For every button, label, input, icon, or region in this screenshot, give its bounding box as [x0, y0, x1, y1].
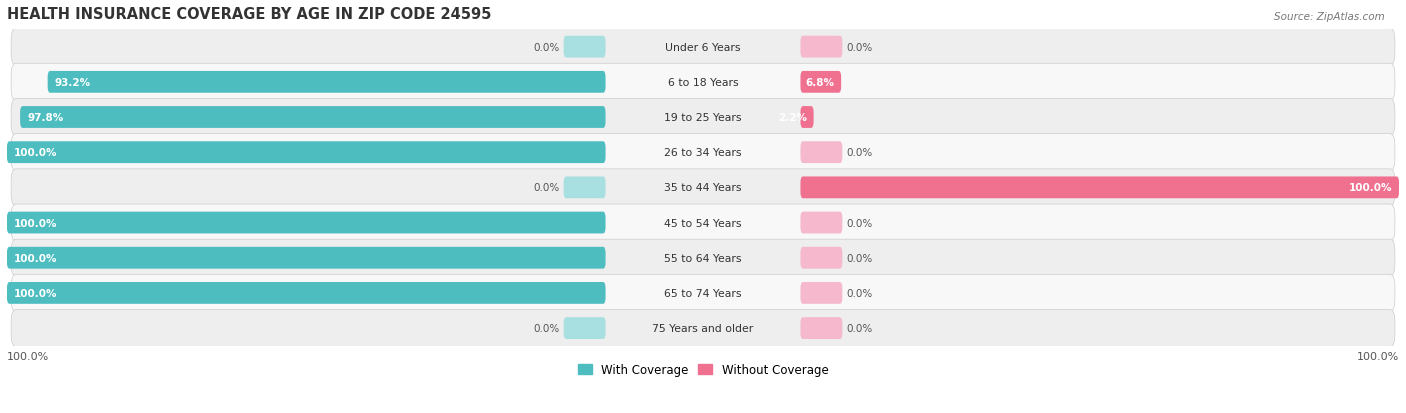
Text: 55 to 64 Years: 55 to 64 Years — [664, 253, 742, 263]
FancyBboxPatch shape — [800, 142, 842, 164]
Text: 0.0%: 0.0% — [846, 323, 873, 333]
FancyBboxPatch shape — [7, 212, 606, 234]
FancyBboxPatch shape — [800, 247, 842, 269]
FancyBboxPatch shape — [20, 107, 606, 128]
Legend: With Coverage, Without Coverage: With Coverage, Without Coverage — [572, 358, 834, 381]
FancyBboxPatch shape — [11, 134, 1395, 171]
FancyBboxPatch shape — [7, 142, 606, 164]
Text: 6 to 18 Years: 6 to 18 Years — [668, 78, 738, 88]
FancyBboxPatch shape — [800, 72, 841, 93]
FancyBboxPatch shape — [564, 177, 606, 199]
Text: 0.0%: 0.0% — [533, 43, 560, 52]
Text: 19 to 25 Years: 19 to 25 Years — [664, 113, 742, 123]
Text: 93.2%: 93.2% — [55, 78, 91, 88]
FancyBboxPatch shape — [11, 240, 1395, 277]
Text: Under 6 Years: Under 6 Years — [665, 43, 741, 52]
FancyBboxPatch shape — [800, 212, 842, 234]
Text: 0.0%: 0.0% — [846, 218, 873, 228]
FancyBboxPatch shape — [48, 72, 606, 93]
FancyBboxPatch shape — [800, 177, 1399, 199]
FancyBboxPatch shape — [11, 99, 1395, 136]
FancyBboxPatch shape — [11, 275, 1395, 312]
Text: 100.0%: 100.0% — [7, 351, 49, 361]
FancyBboxPatch shape — [11, 64, 1395, 101]
FancyBboxPatch shape — [7, 247, 606, 269]
Text: 65 to 74 Years: 65 to 74 Years — [664, 288, 742, 298]
Text: 35 to 44 Years: 35 to 44 Years — [664, 183, 742, 193]
Text: 0.0%: 0.0% — [846, 148, 873, 158]
FancyBboxPatch shape — [7, 282, 606, 304]
Text: Source: ZipAtlas.com: Source: ZipAtlas.com — [1274, 12, 1385, 22]
Text: 0.0%: 0.0% — [533, 183, 560, 193]
FancyBboxPatch shape — [11, 169, 1395, 206]
Text: 0.0%: 0.0% — [846, 43, 873, 52]
Text: 0.0%: 0.0% — [846, 288, 873, 298]
FancyBboxPatch shape — [11, 310, 1395, 347]
Text: 6.8%: 6.8% — [806, 78, 834, 88]
Text: 100.0%: 100.0% — [14, 253, 58, 263]
Text: 100.0%: 100.0% — [1357, 351, 1399, 361]
Text: 45 to 54 Years: 45 to 54 Years — [664, 218, 742, 228]
Text: HEALTH INSURANCE COVERAGE BY AGE IN ZIP CODE 24595: HEALTH INSURANCE COVERAGE BY AGE IN ZIP … — [7, 7, 491, 22]
Text: 100.0%: 100.0% — [14, 148, 58, 158]
Text: 97.8%: 97.8% — [27, 113, 63, 123]
Text: 2.2%: 2.2% — [778, 113, 807, 123]
Text: 75 Years and older: 75 Years and older — [652, 323, 754, 333]
Text: 100.0%: 100.0% — [14, 218, 58, 228]
FancyBboxPatch shape — [11, 204, 1395, 242]
FancyBboxPatch shape — [564, 37, 606, 58]
Text: 0.0%: 0.0% — [846, 253, 873, 263]
FancyBboxPatch shape — [800, 282, 842, 304]
FancyBboxPatch shape — [800, 37, 842, 58]
Text: 100.0%: 100.0% — [14, 288, 58, 298]
Text: 100.0%: 100.0% — [1348, 183, 1392, 193]
Text: 0.0%: 0.0% — [533, 323, 560, 333]
FancyBboxPatch shape — [564, 318, 606, 339]
Text: 26 to 34 Years: 26 to 34 Years — [664, 148, 742, 158]
FancyBboxPatch shape — [800, 318, 842, 339]
FancyBboxPatch shape — [800, 107, 814, 128]
FancyBboxPatch shape — [11, 29, 1395, 66]
